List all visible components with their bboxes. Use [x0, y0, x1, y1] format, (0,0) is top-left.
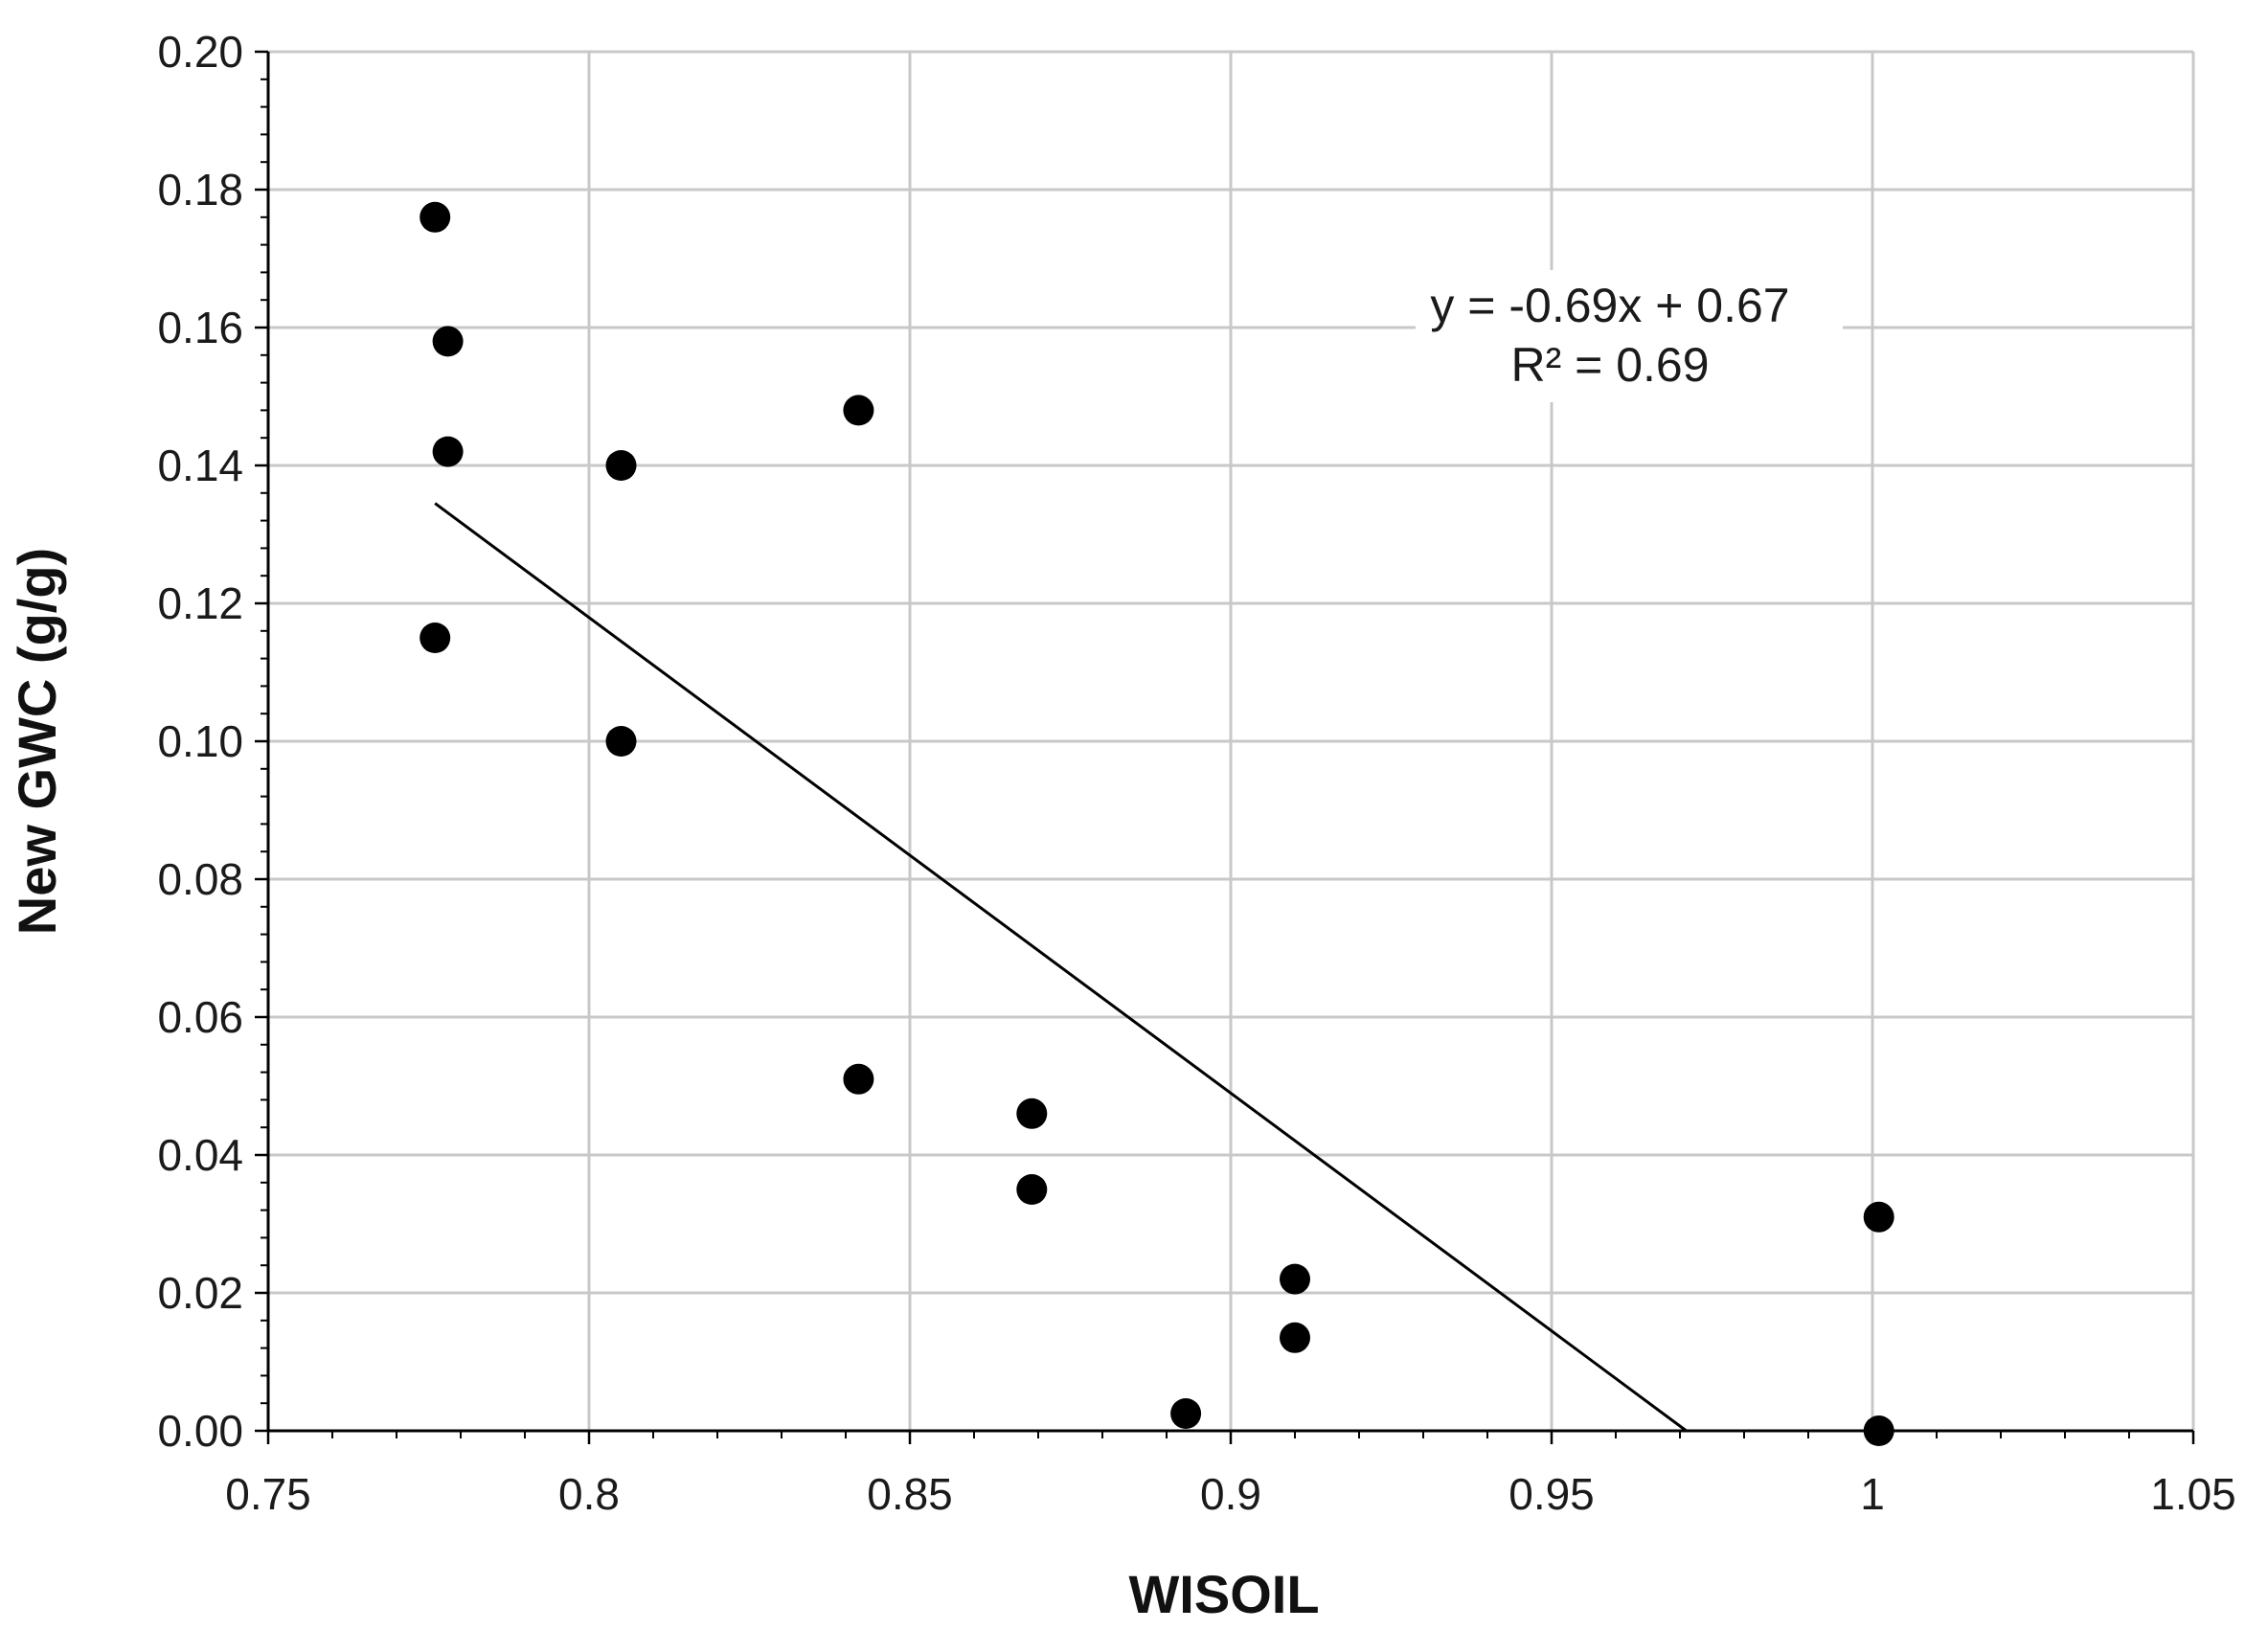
y-tick-label: 0.06	[157, 992, 243, 1042]
data-point	[1016, 1098, 1048, 1129]
y-tick-label: 0.04	[157, 1130, 243, 1180]
y-tick-labels: 0.00 0.02 0.04 0.06 0.08 0.10 0.12 0.14 0.16 0.18…	[157, 27, 243, 1456]
grid	[268, 50, 2195, 1431]
data-point	[843, 395, 874, 426]
y-tick-label: 0.02	[157, 1268, 243, 1318]
x-tick-label: 0.95	[1508, 1469, 1595, 1519]
r-squared-label: R² = 0.69	[1510, 338, 1709, 392]
y-tick-label: 0.10	[157, 716, 243, 766]
data-point	[1280, 1263, 1310, 1295]
data-point	[420, 623, 451, 653]
y-axis-title: New GWC (g/g)	[7, 548, 67, 935]
x-tick-label: 1.05	[2150, 1469, 2236, 1519]
x-tick-label: 0.85	[867, 1469, 953, 1519]
trendline-equation: y = -0.69x + 0.67	[1430, 279, 1789, 332]
trendline	[434, 502, 1688, 1433]
y-tick-label: 0.08	[157, 854, 243, 904]
y-tick-label: 0.12	[157, 578, 243, 628]
x-tick-label: 1	[1860, 1469, 1885, 1519]
data-point	[1863, 1415, 1894, 1446]
data-point	[420, 201, 451, 233]
data-point	[432, 436, 464, 467]
x-tick-label: 0.8	[558, 1469, 620, 1519]
data-point	[605, 450, 637, 481]
data-point	[1170, 1398, 1202, 1429]
x-axis-title: WISOIL	[1128, 1564, 1319, 1624]
data-point	[1863, 1201, 1894, 1233]
data-point	[1280, 1322, 1310, 1353]
data-point	[432, 326, 464, 357]
data-point	[843, 1063, 874, 1095]
data-point	[1016, 1174, 1048, 1205]
y-tick-label: 0.18	[157, 165, 243, 215]
x-tick-label: 0.75	[225, 1469, 311, 1519]
y-tick-label: 0.14	[157, 441, 243, 490]
data-points	[420, 201, 1894, 1446]
x-tick-label: 0.9	[1200, 1469, 1261, 1519]
y-tick-label: 0.16	[157, 303, 243, 352]
x-tick-labels: 0.75 0.8 0.85 0.9 0.95 1 1.05	[225, 1469, 2236, 1519]
data-point	[605, 726, 637, 757]
y-tick-label: 0.00	[157, 1406, 243, 1456]
equation-label-background	[1416, 270, 1843, 402]
y-tick-label: 0.20	[157, 27, 243, 77]
